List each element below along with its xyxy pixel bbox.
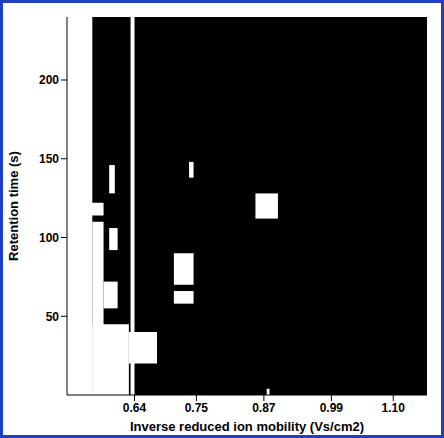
svg-text:100: 100 [39,231,59,245]
svg-text:1.10: 1.10 [382,401,406,415]
svg-text:150: 150 [39,152,59,166]
svg-text:Retention time (s): Retention time (s) [6,151,21,261]
svg-text:Inverse reduced ion mobility (: Inverse reduced ion mobility (Vs/cm2) [130,419,364,434]
svg-text:0.99: 0.99 [320,401,344,415]
svg-text:0.87: 0.87 [252,401,276,415]
svg-text:50: 50 [46,310,60,324]
svg-text:0.64: 0.64 [123,401,147,415]
svg-text:0.75: 0.75 [185,401,209,415]
svg-text:200: 200 [39,73,59,87]
